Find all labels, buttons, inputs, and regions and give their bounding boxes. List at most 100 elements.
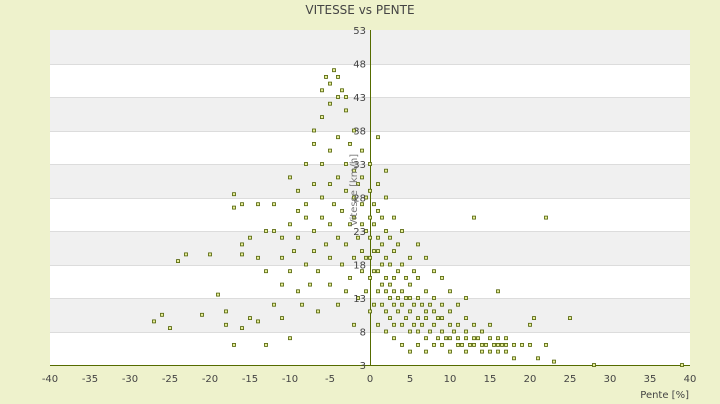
data-point: [376, 249, 380, 254]
data-point: [232, 205, 236, 210]
data-point: [440, 302, 444, 307]
data-point: [272, 202, 276, 207]
data-point: [372, 269, 376, 274]
data-point: [432, 342, 436, 347]
data-point: [360, 148, 364, 153]
data-point: [368, 188, 372, 193]
y-tick-label: 23: [353, 227, 366, 238]
data-point: [208, 252, 212, 257]
data-point: [456, 342, 460, 347]
data-point: [264, 342, 268, 347]
data-point: [472, 336, 476, 341]
data-point: [496, 342, 500, 347]
data-point: [364, 255, 368, 260]
data-point: [480, 342, 484, 347]
data-point: [384, 275, 388, 280]
data-point: [404, 316, 408, 321]
data-point: [232, 192, 236, 197]
data-point: [328, 255, 332, 260]
data-point: [248, 316, 252, 321]
data-point: [320, 195, 324, 200]
data-point: [388, 262, 392, 267]
data-point: [424, 255, 428, 260]
data-point: [356, 182, 360, 187]
data-point: [432, 309, 436, 314]
data-point: [544, 215, 548, 220]
data-point: [324, 75, 328, 79]
y-tick-label: 33: [353, 160, 366, 171]
data-point: [232, 342, 236, 347]
data-point: [392, 322, 396, 327]
data-point: [400, 229, 404, 233]
data-point: [432, 322, 436, 327]
data-point: [320, 162, 324, 166]
data-point: [384, 229, 388, 233]
y-tick-label: 18: [353, 261, 366, 272]
data-point: [436, 336, 440, 341]
data-point: [464, 316, 468, 321]
data-point: [512, 342, 516, 347]
x-tick-label: -30: [122, 374, 138, 385]
data-point: [400, 342, 404, 347]
data-point: [336, 235, 340, 240]
data-point: [460, 342, 464, 347]
data-point: [372, 249, 376, 254]
data-point: [328, 81, 332, 86]
data-point: [336, 95, 340, 99]
data-point: [424, 309, 428, 314]
data-point: [520, 342, 524, 347]
data-point: [328, 282, 332, 287]
data-point: [448, 349, 452, 354]
data-point: [464, 336, 468, 341]
data-point: [380, 282, 384, 287]
data-point: [376, 235, 380, 240]
data-point: [344, 289, 348, 294]
data-point: [488, 349, 492, 354]
data-point: [368, 215, 372, 220]
data-point: [468, 342, 472, 347]
data-point: [344, 188, 348, 193]
y-tick-label: 8: [360, 328, 366, 339]
data-point: [368, 235, 372, 240]
x-tick-label: -10: [282, 374, 298, 385]
data-point: [280, 316, 284, 321]
data-point: [296, 188, 300, 193]
data-point: [464, 296, 468, 300]
data-point: [440, 316, 444, 321]
data-point: [424, 289, 428, 294]
x-tick-label: -5: [325, 374, 335, 385]
x-tick-labels: -40 -35 -30 -25 -20 -15 -10 -5 0 5 10 15 20 25 30 35 40: [42, 374, 697, 385]
data-point: [388, 235, 392, 240]
data-point: [216, 292, 220, 297]
data-point: [336, 302, 340, 307]
data-point: [352, 168, 356, 173]
data-point: [424, 336, 428, 341]
data-point: [352, 128, 356, 133]
data-point: [312, 141, 316, 146]
x-tick-label: 15: [484, 374, 497, 385]
data-point: [316, 309, 320, 314]
data-point: [440, 275, 444, 280]
data-point: [328, 148, 332, 153]
data-point: [376, 182, 380, 187]
data-point: [296, 289, 300, 294]
data-point: [456, 336, 460, 341]
data-point: [364, 195, 368, 200]
data-point: [280, 282, 284, 287]
data-point: [416, 342, 420, 347]
data-point: [256, 319, 260, 324]
y-tick-label: 28: [353, 194, 366, 205]
data-point: [288, 336, 292, 341]
data-point: [280, 235, 284, 240]
data-point: [344, 95, 348, 99]
data-point: [400, 302, 404, 307]
data-point: [344, 108, 348, 113]
data-point: [488, 336, 492, 341]
data-point: [416, 242, 420, 247]
data-point: [288, 222, 292, 227]
data-point: [356, 235, 360, 240]
data-point: [328, 182, 332, 187]
data-point: [272, 302, 276, 307]
